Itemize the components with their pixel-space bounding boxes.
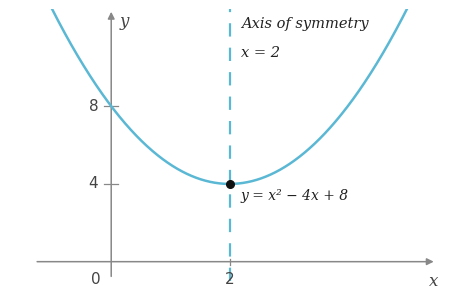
Text: 8: 8 xyxy=(89,99,98,114)
Text: y: y xyxy=(120,13,130,30)
Text: Axis of symmetry: Axis of symmetry xyxy=(241,17,369,31)
Text: x: x xyxy=(429,273,438,290)
Text: 2: 2 xyxy=(225,272,234,287)
Text: x = 2: x = 2 xyxy=(241,46,280,60)
Text: 0: 0 xyxy=(91,272,100,287)
Text: 4: 4 xyxy=(89,176,98,191)
Text: y = x² − 4x + 8: y = x² − 4x + 8 xyxy=(240,189,348,203)
